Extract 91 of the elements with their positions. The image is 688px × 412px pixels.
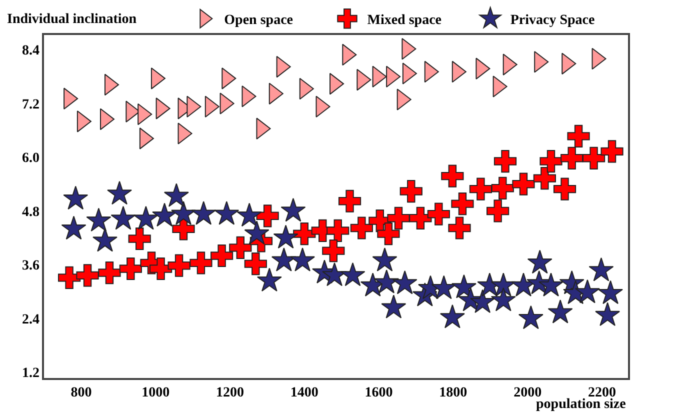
point — [372, 248, 398, 272]
point — [595, 302, 620, 326]
point — [168, 254, 190, 277]
point — [588, 257, 614, 282]
point — [553, 178, 576, 200]
point — [527, 250, 552, 274]
y-tick-label: 7.2 — [22, 97, 40, 112]
point — [490, 287, 516, 312]
legend-label: Mixed space — [367, 13, 442, 28]
point — [326, 219, 350, 242]
point — [470, 289, 496, 314]
point — [387, 206, 410, 230]
point — [210, 244, 234, 268]
y-axis-title: Individual inclination — [7, 12, 137, 27]
point — [190, 252, 212, 274]
point — [171, 201, 196, 225]
point — [567, 124, 590, 148]
y-tick-label: 2.4 — [22, 312, 40, 328]
point — [392, 270, 418, 294]
point — [431, 275, 456, 300]
point — [512, 172, 535, 196]
point — [451, 274, 476, 298]
point — [518, 305, 544, 330]
x-tick-label: 1400 — [290, 386, 318, 401]
point — [76, 264, 99, 287]
point — [61, 216, 86, 240]
point — [290, 248, 315, 272]
point — [538, 272, 564, 296]
point — [600, 140, 624, 163]
point — [448, 216, 471, 240]
point — [244, 220, 270, 244]
point — [133, 206, 158, 230]
point — [256, 268, 282, 292]
point — [92, 228, 118, 252]
point — [598, 280, 623, 304]
point — [63, 186, 88, 210]
point — [560, 146, 584, 170]
point — [409, 206, 432, 230]
legend-label: Open space — [224, 13, 294, 28]
point — [244, 252, 267, 276]
point — [491, 176, 514, 200]
point — [110, 206, 136, 230]
x-tick-label: 1800 — [439, 386, 468, 401]
y-tick-label: 3.6 — [22, 258, 40, 274]
point — [494, 150, 517, 173]
point — [486, 200, 510, 222]
point — [150, 257, 172, 280]
point — [377, 222, 400, 246]
y-tick-label: 6.0 — [22, 151, 40, 166]
y-tick-label: 1.2 — [22, 366, 40, 382]
point — [574, 279, 600, 304]
x-tick-label: 800 — [70, 386, 92, 401]
point — [86, 208, 112, 232]
point — [322, 240, 345, 262]
point — [98, 261, 121, 284]
point — [490, 272, 516, 296]
point — [164, 183, 189, 207]
point — [427, 202, 450, 226]
point — [119, 257, 142, 280]
point — [280, 198, 306, 222]
point — [256, 204, 279, 228]
point — [469, 178, 492, 200]
legend-label: Privacy Space — [510, 13, 595, 28]
point — [400, 180, 422, 203]
point — [58, 266, 81, 289]
point — [107, 180, 132, 205]
x-tick-label: 1600 — [364, 386, 393, 401]
point — [273, 224, 298, 249]
point — [540, 150, 562, 173]
point — [381, 294, 406, 318]
point — [214, 201, 240, 225]
point — [374, 270, 400, 294]
y-tick-label: 4.8 — [22, 204, 40, 220]
point — [229, 236, 252, 259]
point — [128, 227, 151, 250]
point — [191, 201, 216, 225]
point — [172, 218, 195, 240]
point — [152, 202, 177, 227]
point — [236, 202, 262, 227]
point — [350, 216, 373, 240]
point — [451, 192, 474, 216]
point — [338, 190, 362, 212]
x-tick-label: 1000 — [142, 386, 170, 401]
point — [440, 304, 465, 328]
y-tick-label: 8.4 — [22, 44, 40, 59]
point — [582, 146, 606, 170]
point — [441, 164, 464, 188]
point — [533, 166, 556, 190]
point — [548, 300, 573, 324]
point — [340, 262, 366, 286]
x-tick-label: 1200 — [216, 386, 244, 401]
